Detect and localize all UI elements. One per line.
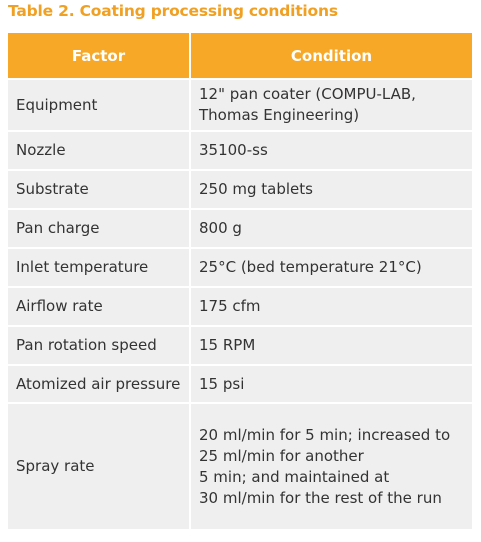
table-row: Equipment 12" pan coater (COMPU-LAB, Thom…: [8, 78, 472, 131]
header-cell: Factor: [8, 33, 191, 79]
table-row: Inlet temperature 25°C (bed temperature 2…: [8, 247, 472, 287]
table-body: Equipment 12" pan coater (COMPU-LAB, Thom…: [8, 78, 472, 529]
table-title: Table 2. Coating processing conditions: [8, 2, 338, 20]
factor-cell: Pan charge: [8, 208, 191, 248]
condition-cell: 35100-ss: [190, 130, 472, 170]
table-row: Pan charge 800 g: [8, 208, 472, 248]
condition-cell: 800 g: [190, 208, 472, 248]
table: Factor Condition Equipment 12" pan coater…: [8, 33, 472, 529]
factor-cell: Equipment: [8, 78, 191, 131]
table-row: Spray rate 20 ml/min for 5 min; increased…: [8, 402, 472, 529]
table-row: Airflow rate 175 cfm: [8, 286, 472, 326]
table-row: Pan rotation speed 15 RPM: [8, 325, 472, 365]
header-cell: Condition: [190, 33, 472, 79]
factor-cell: Atomized air pressure: [8, 364, 191, 403]
factor-cell: Spray rate: [8, 402, 191, 529]
condition-cell: 12" pan coater (COMPU-LAB, Thomas Engine…: [190, 78, 472, 131]
factor-cell: Airflow rate: [8, 286, 191, 326]
condition-cell: 175 cfm: [190, 286, 472, 326]
condition-cell: 15 RPM: [190, 325, 472, 365]
condition-cell: 15 psi: [190, 364, 472, 403]
factor-cell: Nozzle: [8, 130, 191, 170]
table-row: Substrate 250 mg tablets: [8, 169, 472, 209]
factor-cell: Substrate: [8, 169, 191, 209]
table-row: Nozzle 35100-ss: [8, 130, 472, 170]
condition-cell: 25°C (bed temperature 21°C): [190, 247, 472, 287]
condition-cell: 250 mg tablets: [190, 169, 472, 209]
header-row: Factor Condition: [8, 33, 472, 79]
table-row: Atomized air pressure 15 psi: [8, 364, 472, 403]
factor-cell: Pan rotation speed: [8, 325, 191, 365]
condition-cell: 20 ml/min for 5 min; increased to 25 ml/…: [190, 402, 472, 529]
factor-cell: Inlet temperature: [8, 247, 191, 287]
